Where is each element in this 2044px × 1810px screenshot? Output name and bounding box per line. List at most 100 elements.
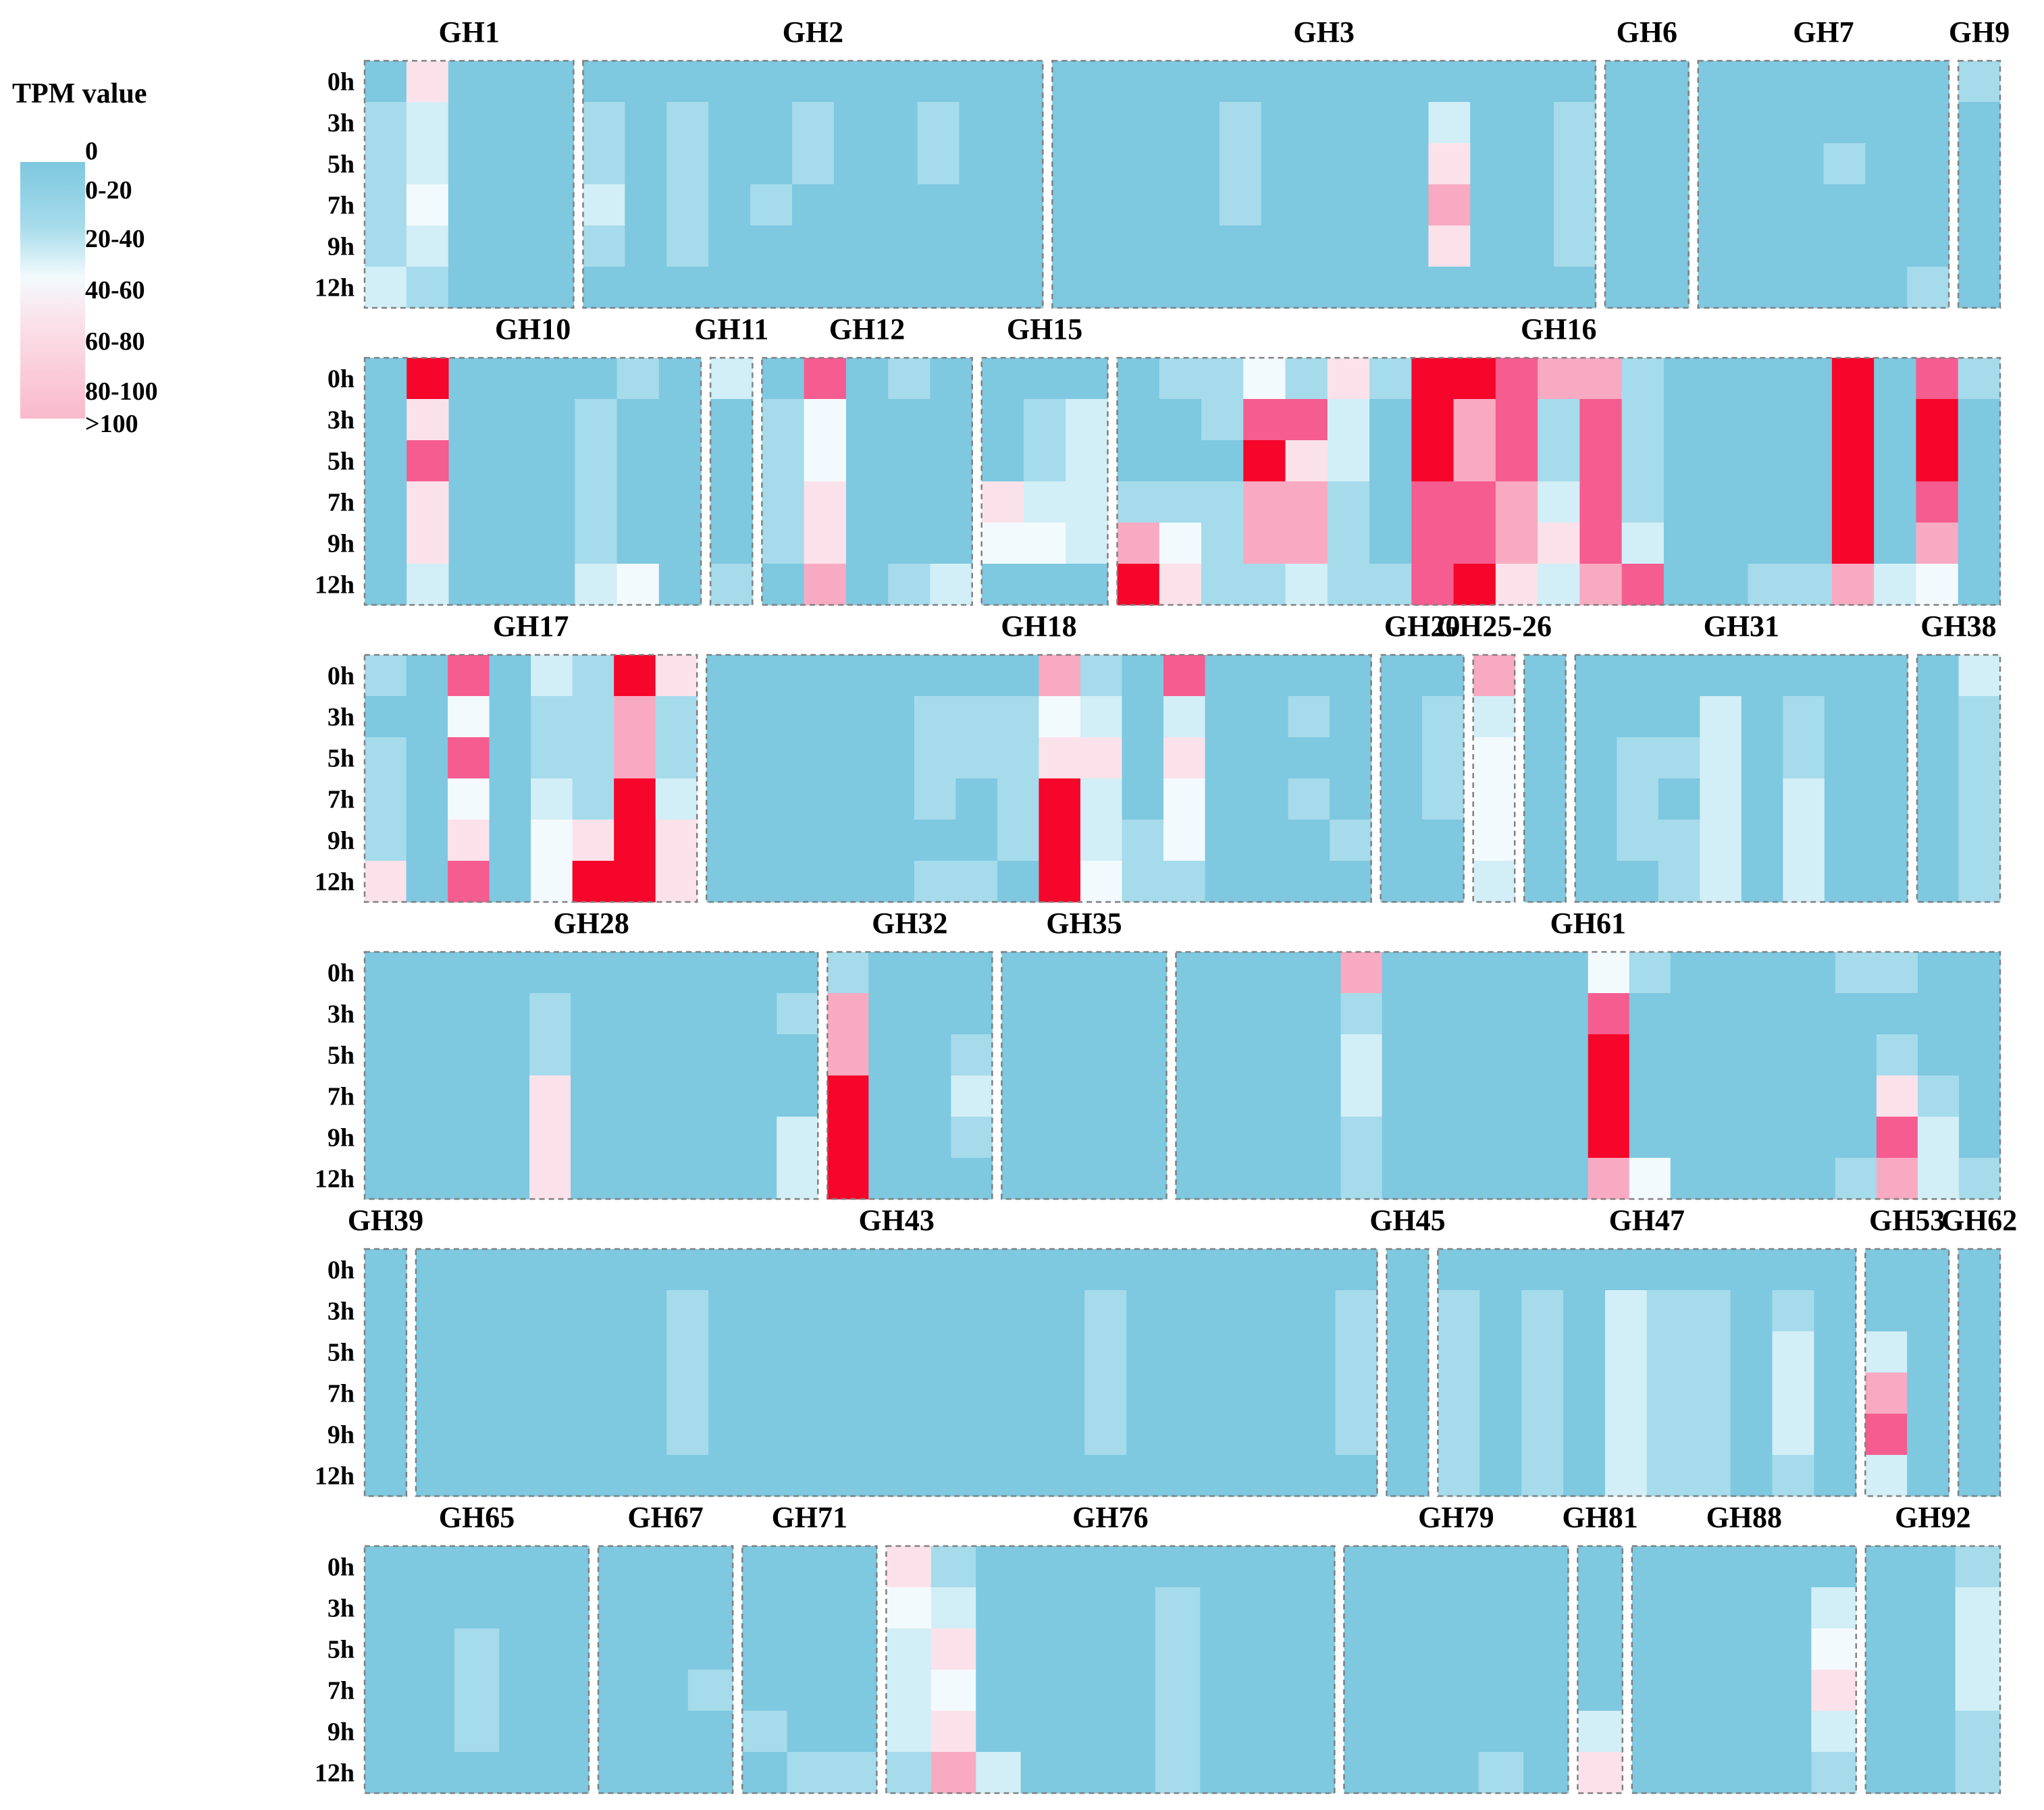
heatmap-cell xyxy=(917,143,960,185)
heatmap-cell xyxy=(1538,358,1580,400)
heatmap-cell xyxy=(625,61,667,103)
family-border xyxy=(1116,356,2001,606)
heatmap-cell xyxy=(750,1331,793,1373)
heatmap-cell xyxy=(1554,225,1596,267)
time-label: 3h xyxy=(327,1001,355,1029)
heatmap-cell xyxy=(1001,102,1043,144)
heatmap-cell xyxy=(748,778,790,820)
family-label: GH2 xyxy=(783,16,843,49)
heatmap-cell xyxy=(1001,1373,1043,1414)
heatmap-cell xyxy=(875,143,918,185)
family-block-gh10: GH10 xyxy=(363,313,702,606)
heatmap-cell xyxy=(875,267,918,309)
heatmap-cell xyxy=(1835,1158,1877,1200)
family-block-gh1: GH1 xyxy=(363,16,575,309)
family-border xyxy=(827,951,993,1200)
heatmap-cell xyxy=(1344,102,1388,144)
heatmap-cell xyxy=(365,820,407,861)
heatmap-cell xyxy=(827,952,869,994)
heatmap-cell xyxy=(365,399,407,441)
heatmap-cell xyxy=(1043,1158,1085,1200)
heatmap-cell xyxy=(1303,267,1346,309)
family-block-gh16: GH16 xyxy=(1116,313,2001,606)
heatmap-cell xyxy=(1677,1711,1723,1753)
heatmap-cell xyxy=(1344,1546,1390,1588)
heatmap-cell xyxy=(1835,1034,1877,1076)
heatmap-cell xyxy=(1020,1628,1066,1670)
heatmap-cell xyxy=(614,778,656,820)
heatmap-cell xyxy=(888,481,931,523)
heatmap-cell xyxy=(1247,737,1289,779)
heatmap-cell xyxy=(1865,1670,1911,1711)
heatmap-cell xyxy=(1617,737,1659,779)
heatmap-cell xyxy=(489,861,531,903)
family-label: GH79 xyxy=(1418,1501,1494,1534)
heatmap-cell xyxy=(1958,225,2001,267)
heatmap-cell xyxy=(687,1752,733,1794)
heatmap-cell xyxy=(750,1455,793,1497)
heatmap-cell xyxy=(1688,1414,1731,1456)
heatmap-cell xyxy=(1579,440,1623,482)
legend-label-6: >100 xyxy=(85,410,138,438)
heatmap-cell xyxy=(1422,696,1465,738)
heatmap-cell xyxy=(1874,440,1917,482)
heatmap-cell xyxy=(489,696,531,738)
heatmap-cell xyxy=(407,564,450,606)
heatmap-cell xyxy=(1958,1455,2001,1497)
heatmap-cell xyxy=(1155,1628,1201,1670)
heatmap-cell xyxy=(1781,225,1825,267)
family-border xyxy=(1604,59,1689,309)
heatmap-cell xyxy=(1789,481,1833,523)
time-label: 5h xyxy=(327,1339,355,1367)
heatmap-cell xyxy=(735,1075,777,1117)
heatmap-cell xyxy=(1538,564,1580,606)
heatmap-cell xyxy=(1117,440,1160,482)
heatmap-cell xyxy=(1043,1290,1085,1332)
heatmap-cell xyxy=(1219,102,1262,144)
heatmap-cell xyxy=(1126,1290,1169,1332)
heatmap-cell xyxy=(1958,399,2001,441)
heatmap-cell xyxy=(1663,523,1706,564)
family-label: GH62 xyxy=(1941,1204,2017,1237)
heatmap-cell xyxy=(1023,564,1066,606)
heatmap-cell xyxy=(1066,1587,1111,1629)
heatmap-cell xyxy=(1865,267,1908,309)
heatmap-cell xyxy=(1117,481,1160,523)
heatmap-cell xyxy=(917,1290,960,1332)
heatmap-cell xyxy=(1335,1455,1378,1497)
heatmap-cell xyxy=(1155,1670,1201,1711)
heatmap-cell xyxy=(365,1628,410,1670)
heatmap-cell xyxy=(1958,1117,2001,1159)
family-border xyxy=(1175,951,2001,1200)
heatmap-cell xyxy=(1344,61,1388,103)
heatmap-cell xyxy=(708,102,751,144)
heatmap-cell xyxy=(1793,993,1836,1035)
heatmap-cell xyxy=(457,1331,500,1373)
heatmap-cell xyxy=(1122,696,1164,738)
heatmap-cell xyxy=(886,1670,932,1711)
heatmap-cell xyxy=(1335,1249,1378,1291)
heatmap-cell xyxy=(959,1455,1002,1497)
heatmap-cell xyxy=(1299,952,1342,994)
time-label: 0h xyxy=(327,365,355,394)
heatmap-cell xyxy=(1219,143,1262,185)
heatmap-cell xyxy=(1464,1117,1506,1159)
heatmap-cell xyxy=(448,61,491,103)
heatmap-cell xyxy=(886,1628,932,1670)
heatmap-cell xyxy=(407,523,450,564)
heatmap-cell xyxy=(499,1249,542,1291)
heatmap-cell xyxy=(617,358,660,400)
heatmap-cell xyxy=(1478,1628,1524,1670)
time-label: 12h xyxy=(315,571,355,600)
heatmap-cell xyxy=(1244,1628,1290,1670)
heatmap-cell xyxy=(1772,1290,1815,1332)
heatmap-cell xyxy=(1386,1414,1429,1456)
heatmap-cell xyxy=(1711,1034,1754,1076)
heatmap-cell xyxy=(976,1587,1022,1629)
family-border xyxy=(1472,654,1516,903)
heatmap-cell xyxy=(1209,1331,1253,1373)
heatmap-cell xyxy=(791,1414,835,1456)
heatmap-cell xyxy=(1629,1117,1671,1159)
heatmap-cell xyxy=(804,399,847,441)
